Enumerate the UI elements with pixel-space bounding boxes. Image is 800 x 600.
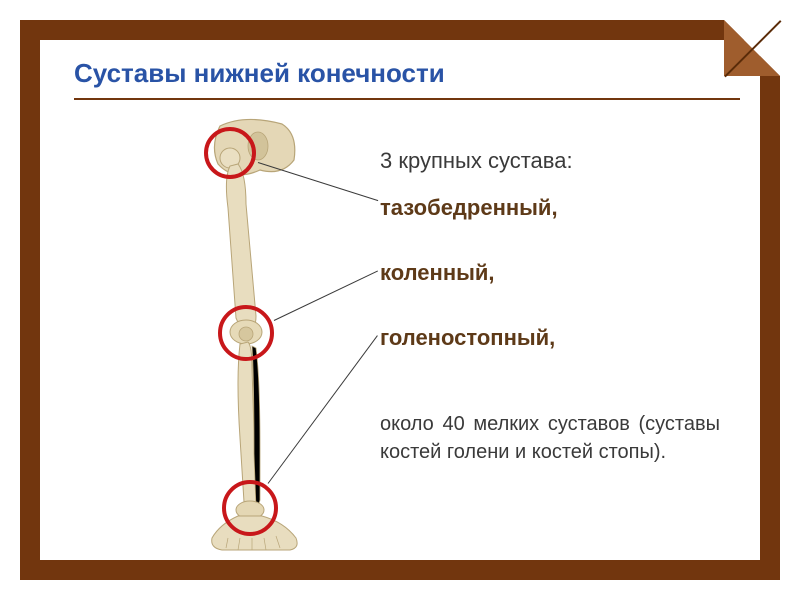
slide-content: Суставы нижней конечности — [40, 40, 760, 560]
intro-text: 3 крупных сустава: — [380, 148, 720, 174]
ankle-joint-name: голеностопный, — [380, 325, 555, 350]
hip-joint-label: тазобедренный, — [380, 195, 720, 221]
knee-joint-label: коленный, — [380, 260, 720, 286]
corner-fold — [724, 20, 780, 76]
intro-label: 3 крупных сустава: — [380, 148, 573, 173]
ankle-joint-circle — [222, 480, 278, 536]
footer-label: около 40 мелких суставов (суставы костей… — [380, 413, 720, 463]
knee-joint-name: коленный, — [380, 260, 495, 285]
leg-diagram — [190, 118, 320, 558]
footer-text: около 40 мелких суставов (суставы костей… — [380, 410, 720, 466]
title-underline — [74, 98, 740, 100]
hip-joint-circle — [204, 127, 256, 179]
slide-title: Суставы нижней конечности — [74, 58, 445, 89]
hip-joint-name: тазобедренный, — [380, 195, 558, 220]
slide-frame: Суставы нижней конечности — [0, 0, 800, 600]
knee-joint-circle — [218, 305, 274, 361]
ankle-joint-label: голеностопный, — [380, 325, 720, 351]
